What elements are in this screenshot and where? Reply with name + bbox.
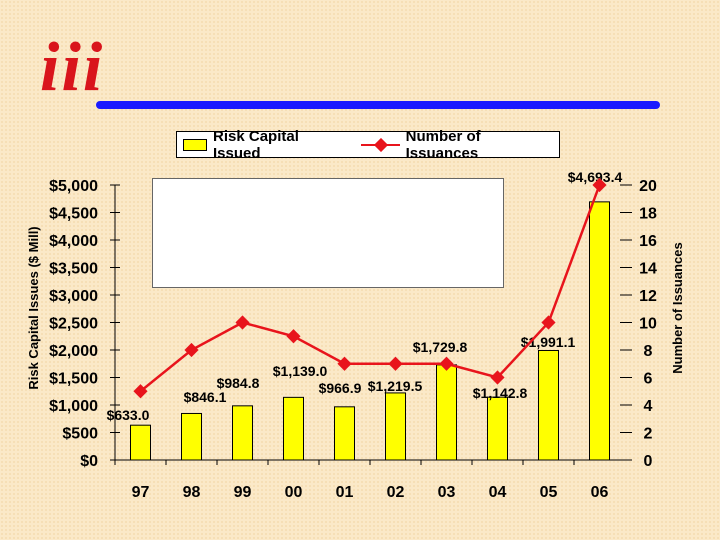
blank-annotation-box xyxy=(152,178,504,288)
y2-axis-title: Number of Issuances xyxy=(670,242,685,374)
bar xyxy=(181,412,202,461)
issuances-point xyxy=(133,384,148,399)
bar xyxy=(385,392,406,461)
bar-swatch xyxy=(183,138,208,151)
bar-data-label: $984.8 xyxy=(217,375,260,391)
issuances-point xyxy=(184,342,199,358)
y2-tick-label: 16 xyxy=(639,233,657,250)
bar-data-label: $846.1 xyxy=(184,389,227,405)
y-tick-label: $500 xyxy=(62,426,98,443)
issuances-point xyxy=(490,370,505,385)
y2-tick-label: 6 xyxy=(644,371,653,388)
y2-tick-label: 18 xyxy=(639,206,657,223)
bar xyxy=(589,201,610,461)
y2-tick-label: 2 xyxy=(644,426,653,443)
y-tick-label: $0 xyxy=(80,453,98,470)
bar xyxy=(538,349,559,461)
x-tick-label: 04 xyxy=(489,484,507,501)
x-tick-label: 03 xyxy=(438,484,456,501)
y-tick-label: $3,500 xyxy=(49,261,98,278)
y2-tick-label: 14 xyxy=(639,261,657,278)
x-tick-label: 00 xyxy=(285,484,303,501)
x-tick-label: 01 xyxy=(336,484,354,501)
y-tick-label: $4,000 xyxy=(49,233,98,250)
bar-data-label: $1,219.5 xyxy=(368,378,423,394)
y-tick-label: $2,000 xyxy=(49,343,98,360)
bar-data-label: $633.0 xyxy=(107,407,150,423)
bar-data-label: $1,729.8 xyxy=(413,339,468,355)
y2-tick-label: 20 xyxy=(639,178,657,195)
y-tick-label: $1,000 xyxy=(49,398,98,415)
bar-data-label: $1,142.8 xyxy=(473,385,528,401)
y2-tick-label: 0 xyxy=(644,453,653,470)
issuances-line xyxy=(139,184,601,393)
bar-data-label: $4,693.4 xyxy=(568,169,623,185)
bar xyxy=(232,405,253,461)
x-tick-label: 97 xyxy=(132,484,150,501)
y-axis-title: Risk Capital Issues ($ Mill) xyxy=(26,226,41,389)
issuances-point xyxy=(388,356,403,371)
x-tick-label: 02 xyxy=(387,484,405,501)
bar xyxy=(487,396,508,461)
legend-item-bar: Risk Capital Issued xyxy=(183,128,339,162)
bar xyxy=(130,424,151,461)
y-tick-label: $3,000 xyxy=(49,288,98,305)
bar xyxy=(436,364,457,461)
y2-tick-label: 8 xyxy=(644,343,653,360)
legend: Risk Capital Issued Number of Issuances xyxy=(176,128,560,162)
y2-tick-label: 10 xyxy=(639,316,657,333)
issuances-point xyxy=(592,177,607,193)
issuances-point xyxy=(541,315,556,330)
plot-area: $0 $500 $1,000 $1,500 $2,000 $2,500 $3,000 $3,5… xyxy=(49,169,657,501)
x-tick-label: 98 xyxy=(183,484,201,501)
x-tick-label: 06 xyxy=(591,484,609,501)
y2-tick-label: 12 xyxy=(639,288,657,305)
y-tick-label: $5,000 xyxy=(49,178,98,195)
x-tick-label: 99 xyxy=(234,484,252,501)
legend-bar-label: Risk Capital Issued xyxy=(213,127,299,162)
y-tick-label: $4,500 xyxy=(49,206,98,223)
issuances-point xyxy=(439,356,454,371)
x-tick-label: 05 xyxy=(540,484,558,501)
line-swatch xyxy=(361,137,400,152)
issuances-point xyxy=(337,356,352,371)
bar xyxy=(283,396,304,461)
y2-tick-label: 4 xyxy=(644,398,653,415)
y-tick-label: $2,500 xyxy=(49,316,98,333)
legend-line-label: Number of Issuances xyxy=(405,127,481,162)
issuances-point xyxy=(286,329,301,344)
iii-logo: iii xyxy=(40,29,104,106)
y-tick-label: $1,500 xyxy=(49,371,98,388)
bar xyxy=(334,406,355,461)
legend-item-line: Number of Issuances xyxy=(359,128,545,162)
bar-data-label: $966.9 xyxy=(319,380,362,396)
issuances-point xyxy=(235,315,250,330)
bar-data-label: $1,139.0 xyxy=(273,363,328,379)
